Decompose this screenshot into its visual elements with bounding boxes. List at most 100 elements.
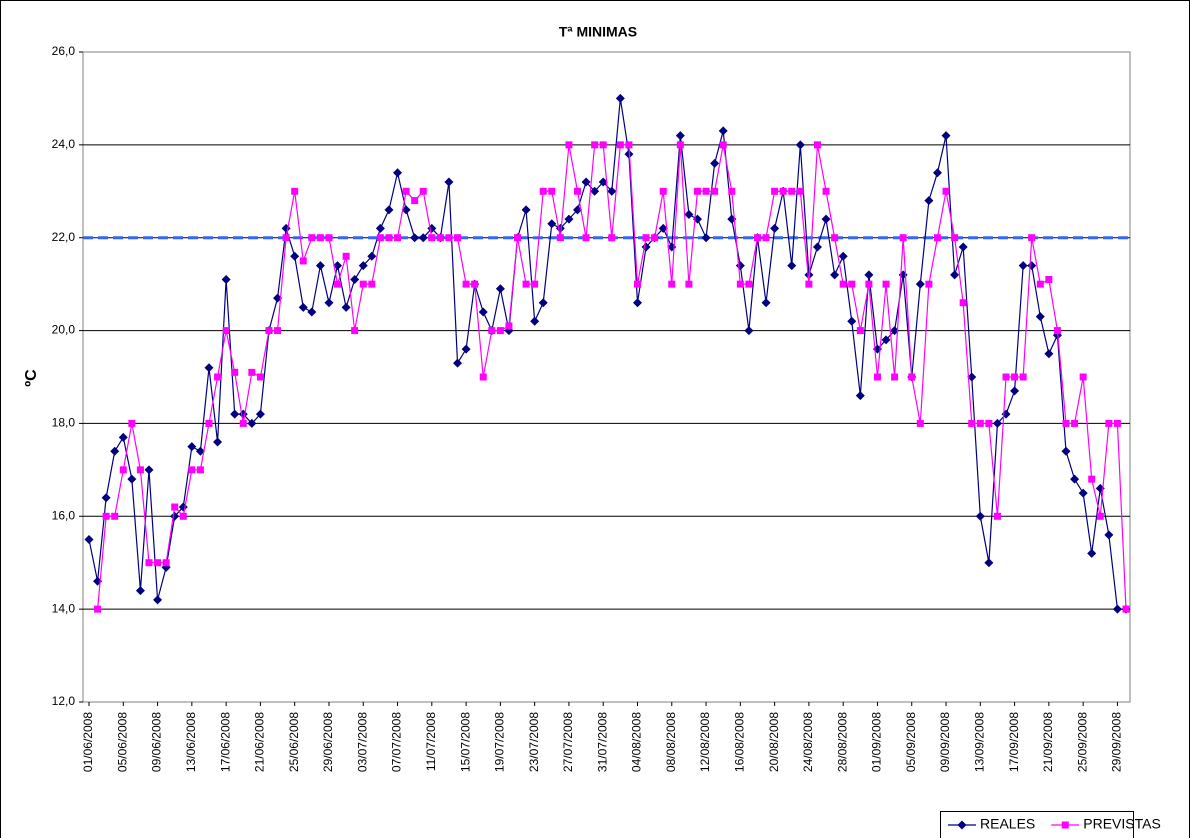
data-point — [745, 280, 753, 288]
data-point — [796, 187, 804, 195]
data-point — [950, 270, 960, 280]
data-point — [736, 280, 744, 288]
data-point — [436, 234, 444, 242]
data-point — [702, 187, 710, 195]
x-tick-label: 25/09/2008 — [1075, 712, 1089, 772]
data-point — [367, 251, 377, 261]
data-point — [616, 141, 624, 149]
data-point — [744, 326, 754, 336]
data-point — [993, 512, 1001, 520]
data-point — [221, 275, 231, 284]
x-tick-label: 17/09/2008 — [1007, 712, 1021, 772]
data-point — [633, 280, 641, 288]
data-point — [684, 210, 694, 219]
data-point — [419, 187, 427, 195]
data-point — [710, 158, 720, 168]
data-point — [265, 327, 273, 335]
data-point — [675, 131, 685, 141]
data-point — [162, 559, 170, 567]
data-point — [411, 197, 419, 205]
data-point — [1088, 475, 1096, 483]
data-point — [615, 93, 625, 103]
data-point — [1044, 349, 1054, 359]
data-point — [581, 177, 591, 187]
data-point — [144, 465, 154, 475]
data-point — [1096, 512, 1104, 520]
data-point — [342, 252, 350, 260]
data-point — [932, 168, 942, 178]
data-point — [539, 187, 547, 195]
data-point — [298, 302, 308, 312]
legend: REALES PREVISTAS — [940, 811, 1161, 838]
data-point — [925, 280, 933, 288]
data-point — [136, 466, 144, 474]
data-point — [787, 261, 797, 271]
y-axis-label: ºC — [23, 369, 40, 387]
data-point — [521, 205, 531, 215]
x-tick-label: 21/09/2008 — [1041, 712, 1055, 772]
x-tick-label: 07/07/2008 — [390, 712, 404, 772]
data-point — [958, 242, 968, 252]
data-point — [565, 141, 573, 149]
data-point — [685, 280, 693, 288]
x-tick-label: 25/06/2008 — [287, 712, 301, 772]
data-point — [941, 131, 951, 141]
data-point — [855, 391, 865, 401]
data-point — [1061, 446, 1071, 456]
data-point — [933, 234, 941, 242]
data-point — [762, 234, 770, 242]
data-point — [693, 187, 701, 195]
data-point — [1070, 474, 1080, 484]
data-point — [385, 234, 393, 242]
data-point — [94, 605, 102, 613]
x-tick-label: 04/08/2008 — [630, 712, 644, 772]
data-point — [101, 493, 111, 503]
data-point — [538, 298, 548, 308]
data-point — [1028, 234, 1036, 242]
data-point — [102, 512, 110, 520]
data-point — [495, 284, 505, 294]
data-point — [514, 234, 522, 242]
x-tick-label: 20/08/2008 — [767, 712, 781, 772]
data-point — [608, 234, 616, 242]
data-point — [761, 298, 771, 308]
x-tick-label: 12/08/2008 — [698, 712, 712, 772]
data-point — [359, 280, 367, 288]
data-point — [247, 418, 257, 428]
data-point — [556, 234, 564, 242]
data-point — [658, 223, 668, 233]
x-tick-label: 05/06/2008 — [115, 712, 129, 772]
data-point — [299, 257, 307, 265]
data-point — [1112, 604, 1122, 614]
data-point — [779, 187, 787, 195]
x-tick-label: 05/09/2008 — [904, 712, 918, 772]
data-point — [864, 270, 874, 280]
data-point — [1078, 488, 1088, 498]
x-tick-label: 01/06/2008 — [81, 712, 95, 772]
data-point — [1053, 327, 1061, 335]
x-tick-label: 28/08/2008 — [835, 712, 849, 772]
data-point — [531, 280, 539, 288]
data-point — [564, 214, 574, 224]
x-tick-label: 01/09/2008 — [870, 712, 884, 772]
legend-marker — [1061, 821, 1069, 829]
data-point — [831, 234, 839, 242]
data-point — [1062, 419, 1070, 427]
chart-title: Tª MINIMAS — [559, 24, 637, 40]
data-point — [967, 372, 977, 382]
data-point — [205, 419, 213, 427]
data-point — [428, 234, 436, 242]
data-point — [1002, 373, 1010, 381]
data-point — [821, 214, 831, 224]
data-point — [1045, 276, 1053, 283]
y-tick-label: 20,0 — [52, 323, 76, 337]
data-point — [1122, 605, 1130, 613]
data-point — [308, 234, 316, 242]
x-tick-label: 09/06/2008 — [150, 712, 164, 772]
x-tick-label: 23/07/2008 — [527, 712, 541, 772]
data-point — [282, 234, 290, 242]
data-point — [401, 205, 411, 215]
data-point — [847, 316, 857, 326]
data-point — [530, 316, 540, 326]
